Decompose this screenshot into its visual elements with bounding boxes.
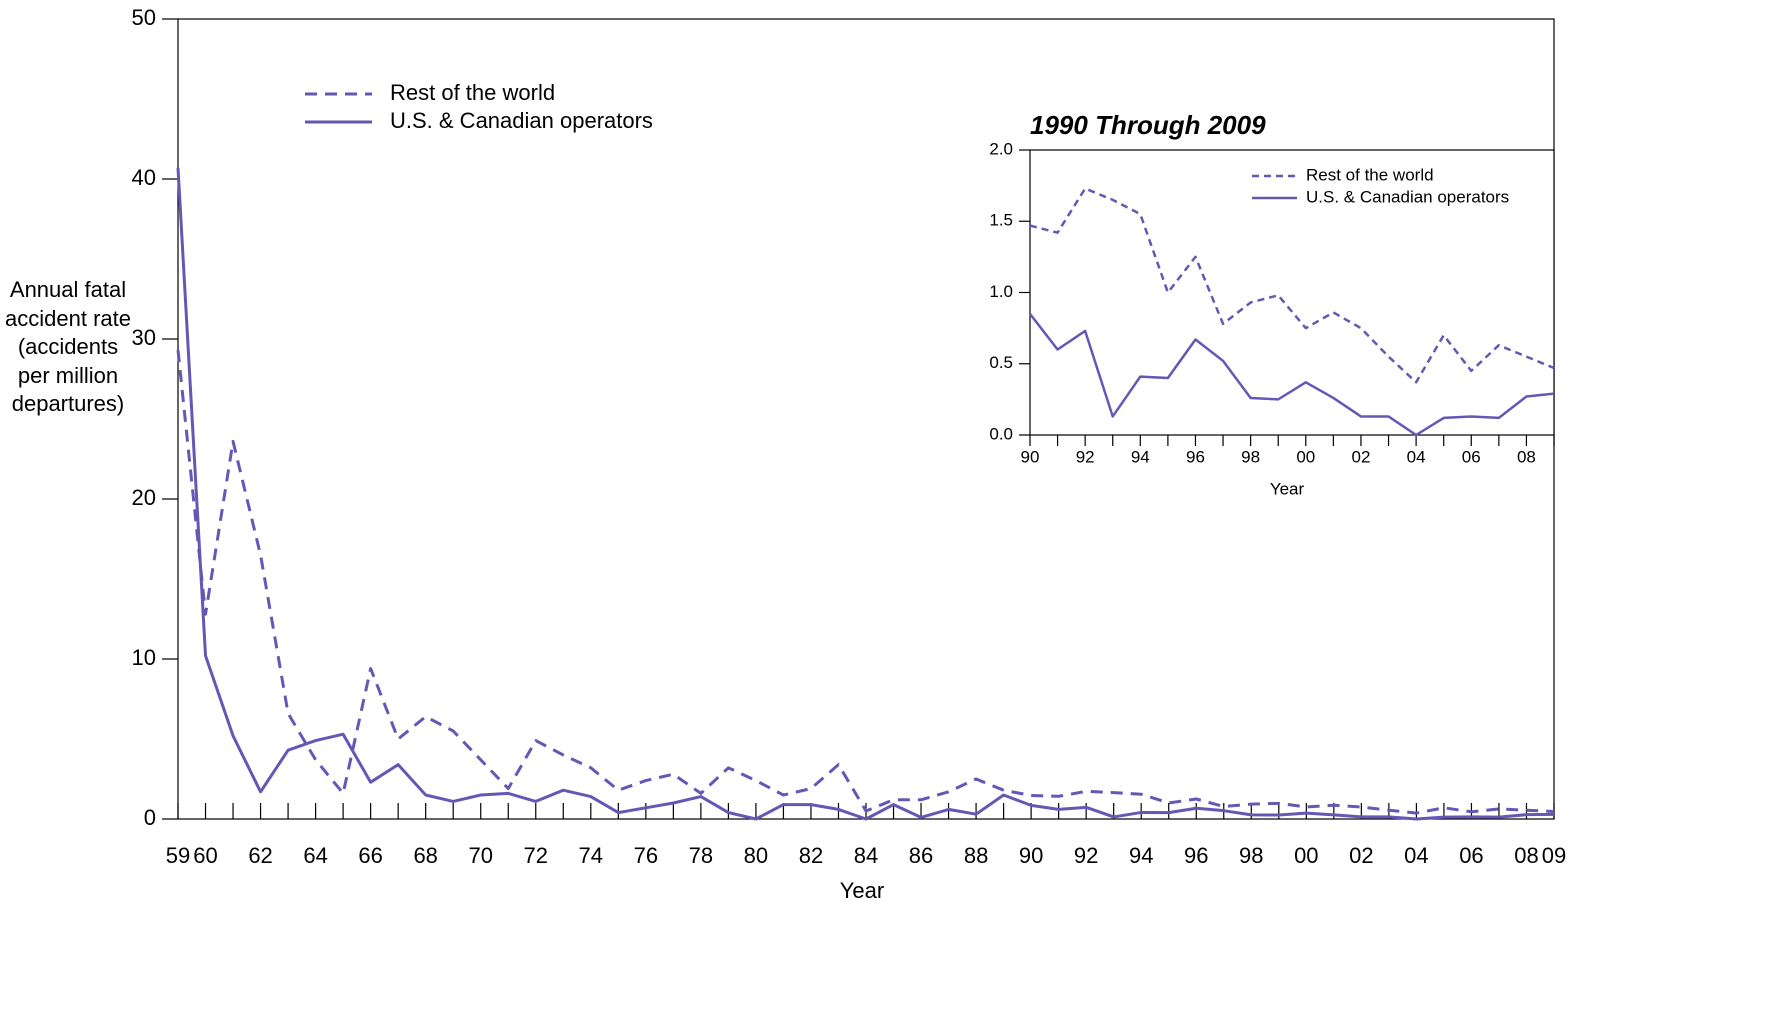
y-tick-label: 1.5 [989, 211, 1013, 230]
y-tick-label: 0 [144, 805, 156, 830]
y-tick-label: 0.0 [989, 424, 1013, 443]
x-tick-label: 96 [1186, 447, 1205, 466]
x-tick-label: 78 [689, 843, 713, 868]
x-tick-label: 06 [1462, 447, 1481, 466]
x-axis-label: Year [1270, 479, 1305, 498]
x-tick-label: 82 [799, 843, 823, 868]
x-tick-label: 98 [1241, 447, 1260, 466]
x-tick-label: 80 [744, 843, 768, 868]
x-tick-label: 94 [1129, 843, 1153, 868]
x-tick-label: 00 [1296, 447, 1315, 466]
y-tick-label: 2.0 [989, 139, 1013, 158]
x-tick-label: 62 [248, 843, 272, 868]
x-tick-label: 59 [166, 843, 190, 868]
y-tick-label: 0.5 [989, 353, 1013, 372]
x-tick-label: 92 [1074, 843, 1098, 868]
legend-label: Rest of the world [1306, 165, 1434, 184]
x-tick-label: 96 [1184, 843, 1208, 868]
legend-label: U.S. & Canadian operators [1306, 187, 1509, 206]
x-axis-label: Year [840, 878, 884, 903]
x-tick-label: 09 [1542, 843, 1566, 868]
y-tick-label: 1.0 [989, 282, 1013, 301]
y-tick-label: 40 [132, 165, 156, 190]
x-tick-label: 08 [1517, 447, 1536, 466]
x-tick-label: 98 [1239, 843, 1263, 868]
y-tick-label: 10 [132, 645, 156, 670]
x-tick-label: 90 [1021, 447, 1040, 466]
legend-label: Rest of the world [390, 80, 555, 105]
x-tick-label: 86 [909, 843, 933, 868]
x-tick-label: 76 [634, 843, 658, 868]
x-tick-label: 00 [1294, 843, 1318, 868]
series-line [1029, 313, 1555, 437]
x-tick-label: 02 [1351, 447, 1370, 466]
x-tick-label: 92 [1076, 447, 1095, 466]
y-tick-label: 50 [132, 5, 156, 30]
y-tick-label: 30 [132, 325, 156, 350]
x-tick-label: 04 [1407, 447, 1426, 466]
series-line [1029, 187, 1555, 384]
x-tick-label: 84 [854, 843, 878, 868]
x-tick-label: 60 [193, 843, 217, 868]
x-tick-label: 72 [524, 843, 548, 868]
series-line [176, 350, 1555, 815]
x-tick-label: 70 [468, 843, 492, 868]
chart-title: 1990 Through 2009 [1030, 110, 1266, 140]
series-line [176, 167, 1555, 821]
x-tick-label: 66 [358, 843, 382, 868]
x-tick-label: 06 [1459, 843, 1483, 868]
x-tick-label: 08 [1514, 843, 1538, 868]
legend-label: U.S. & Canadian operators [390, 108, 653, 133]
y-tick-label: 20 [132, 485, 156, 510]
x-tick-label: 74 [579, 843, 603, 868]
y-axis-label: Annual fatal accident rate (accidents pe… [5, 277, 131, 416]
x-tick-label: 88 [964, 843, 988, 868]
x-tick-label: 02 [1349, 843, 1373, 868]
x-tick-label: 68 [413, 843, 437, 868]
x-tick-label: 64 [303, 843, 327, 868]
x-tick-label: 04 [1404, 843, 1428, 868]
x-tick-label: 94 [1131, 447, 1150, 466]
x-tick-label: 90 [1019, 843, 1043, 868]
